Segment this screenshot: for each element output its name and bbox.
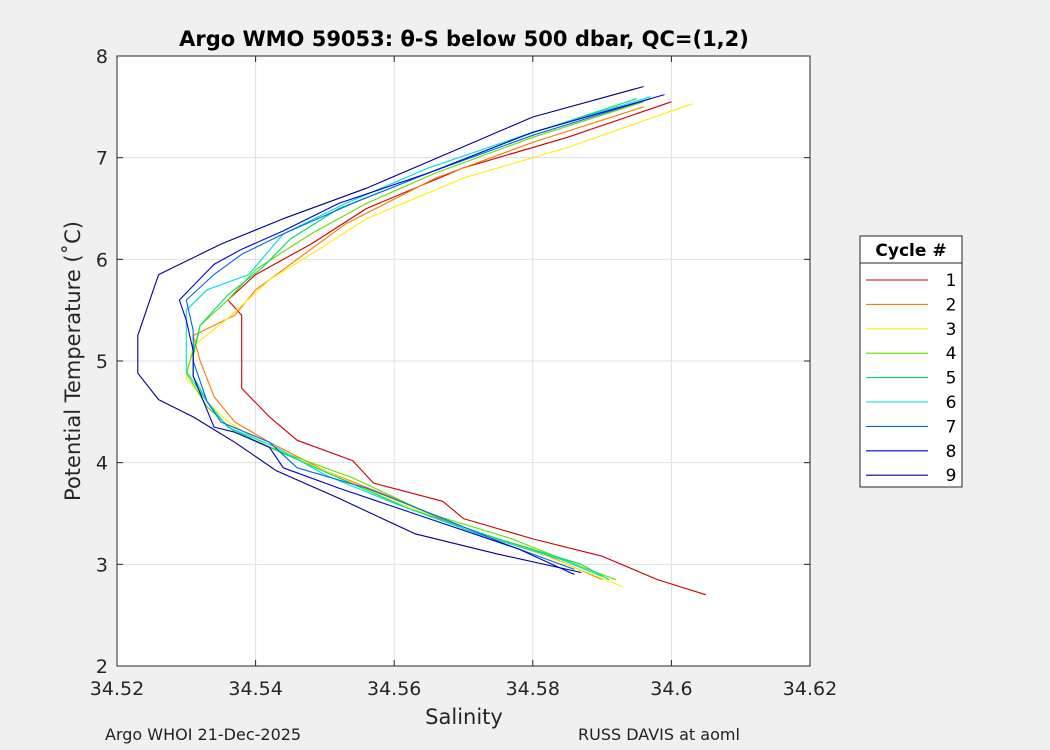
y-tick-label: 2	[96, 656, 108, 678]
footer-right-text: RUSS DAVIS at aoml	[578, 725, 740, 744]
x-tick-label: 34.62	[783, 678, 837, 700]
legend-label-cycle-9: 9	[946, 466, 957, 486]
x-tick-label: 34.56	[367, 678, 421, 700]
series-line-cycle-3	[185, 103, 693, 588]
legend-label-cycle-8: 8	[946, 442, 957, 462]
legend-label-cycle-6: 6	[946, 393, 957, 413]
x-axis-label: Salinity	[425, 705, 503, 729]
x-tick-label: 34.6	[650, 678, 692, 700]
series-line-cycle-9	[137, 85, 644, 574]
y-tick-label: 6	[96, 249, 108, 271]
series-line-cycle-7	[185, 98, 651, 570]
y-axis-label: Potential Temperature (˚C)	[61, 221, 85, 501]
y-tick-label: 7	[96, 148, 108, 170]
chart-title: Argo WMO 59053: θ-S below 500 dbar, QC=(…	[179, 27, 749, 51]
x-tick-label: 34.54	[228, 678, 282, 700]
x-tick-label: 34.58	[506, 678, 560, 700]
x-tick-label: 34.52	[90, 678, 144, 700]
legend-box	[859, 235, 963, 488]
footer-left-text: Argo WHOI 21-Dec-2025	[105, 725, 302, 744]
legend-label-cycle-5: 5	[946, 369, 957, 389]
series-line-cycle-1	[227, 101, 707, 596]
legend-label-cycle-1: 1	[946, 271, 957, 291]
y-tick-label: 3	[96, 554, 108, 576]
legend-label-cycle-7: 7	[946, 417, 957, 437]
legend-label-cycle-4: 4	[946, 344, 957, 364]
y-tick-label: 8	[96, 46, 108, 68]
legend-title: Cycle #	[875, 241, 946, 261]
y-tick-label: 4	[96, 453, 108, 475]
legend-label-cycle-2: 2	[946, 295, 957, 315]
series-line-cycle-6	[185, 96, 651, 578]
y-tick-label: 5	[96, 351, 108, 373]
series-line-cycle-8	[178, 94, 665, 576]
legend: Cycle # 1 2 3 4 5 6 7 8 9	[859, 235, 963, 488]
legend-label-cycle-3: 3	[946, 320, 957, 340]
